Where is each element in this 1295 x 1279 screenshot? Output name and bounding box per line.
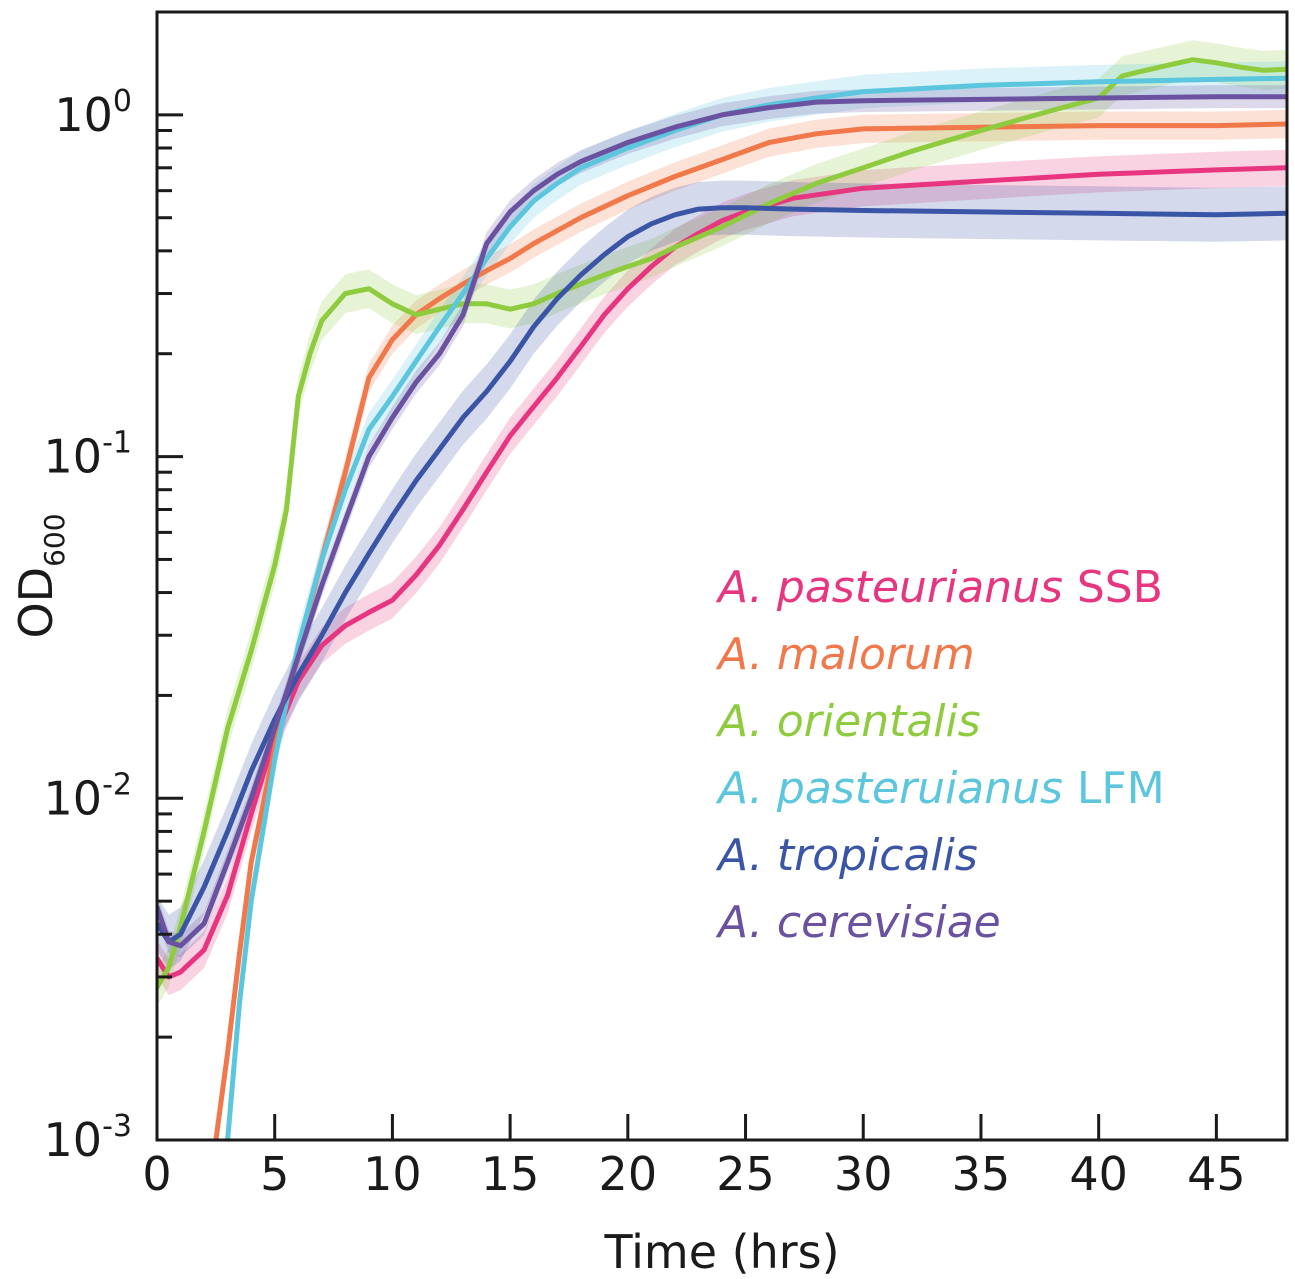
series-lines: [157, 57, 1287, 1140]
x-tick-label-5: 5: [260, 1147, 289, 1201]
confidence-bands: [157, 40, 1287, 1140]
x-tick-label-35: 35: [952, 1147, 1011, 1201]
y-tick-label: 10-3: [44, 1109, 132, 1167]
y-axis-title-base: OD: [9, 567, 63, 639]
legend-entry-0: A. pasteurianus SSB: [715, 562, 1163, 613]
x-tick-label-0: 0: [142, 1147, 171, 1201]
legend-entry-5: A. cerevisiae: [715, 897, 1001, 948]
line-series-5: [157, 94, 1287, 949]
x-tick-label-10: 10: [363, 1147, 422, 1201]
y-tick-label: 10-2: [44, 767, 132, 825]
line-series-3: [225, 75, 1287, 1140]
y-axis-title-subscript: 600: [38, 513, 71, 566]
x-tick-label-40: 40: [1069, 1147, 1128, 1201]
x-tick-label-45: 45: [1187, 1147, 1246, 1201]
x-tick-label-25: 25: [716, 1147, 775, 1201]
x-tick-label-15: 15: [481, 1147, 540, 1201]
legend-entry-4: A. tropicalis: [715, 830, 978, 881]
legend-entry-1: A. malorum: [715, 629, 975, 680]
x-tick-label-20: 20: [599, 1147, 658, 1201]
line-series-4: [157, 205, 1287, 945]
y-axis-ticks: 10-3 10-2 10-1 100: [44, 10, 183, 1167]
x-axis-ticks: 0 5 10 15 20 25 30 35 40 45: [142, 1114, 1246, 1201]
band-series-2: [157, 40, 1287, 1007]
legend: A. pasteurianus SSB A. malorum A. oriental…: [715, 562, 1165, 948]
x-tick-label-30: 30: [834, 1147, 893, 1201]
y-tick-label: 100: [54, 84, 132, 142]
legend-entry-3: A. pasteruianus LFM: [715, 763, 1165, 814]
y-tick-label: 10-1: [44, 426, 132, 484]
plot-frame: [155, 10, 1289, 1142]
y-axis-title: OD600: [9, 513, 71, 638]
x-axis-title: Time (hrs): [603, 1225, 839, 1279]
legend-entry-2: A. orientalis: [715, 696, 981, 747]
